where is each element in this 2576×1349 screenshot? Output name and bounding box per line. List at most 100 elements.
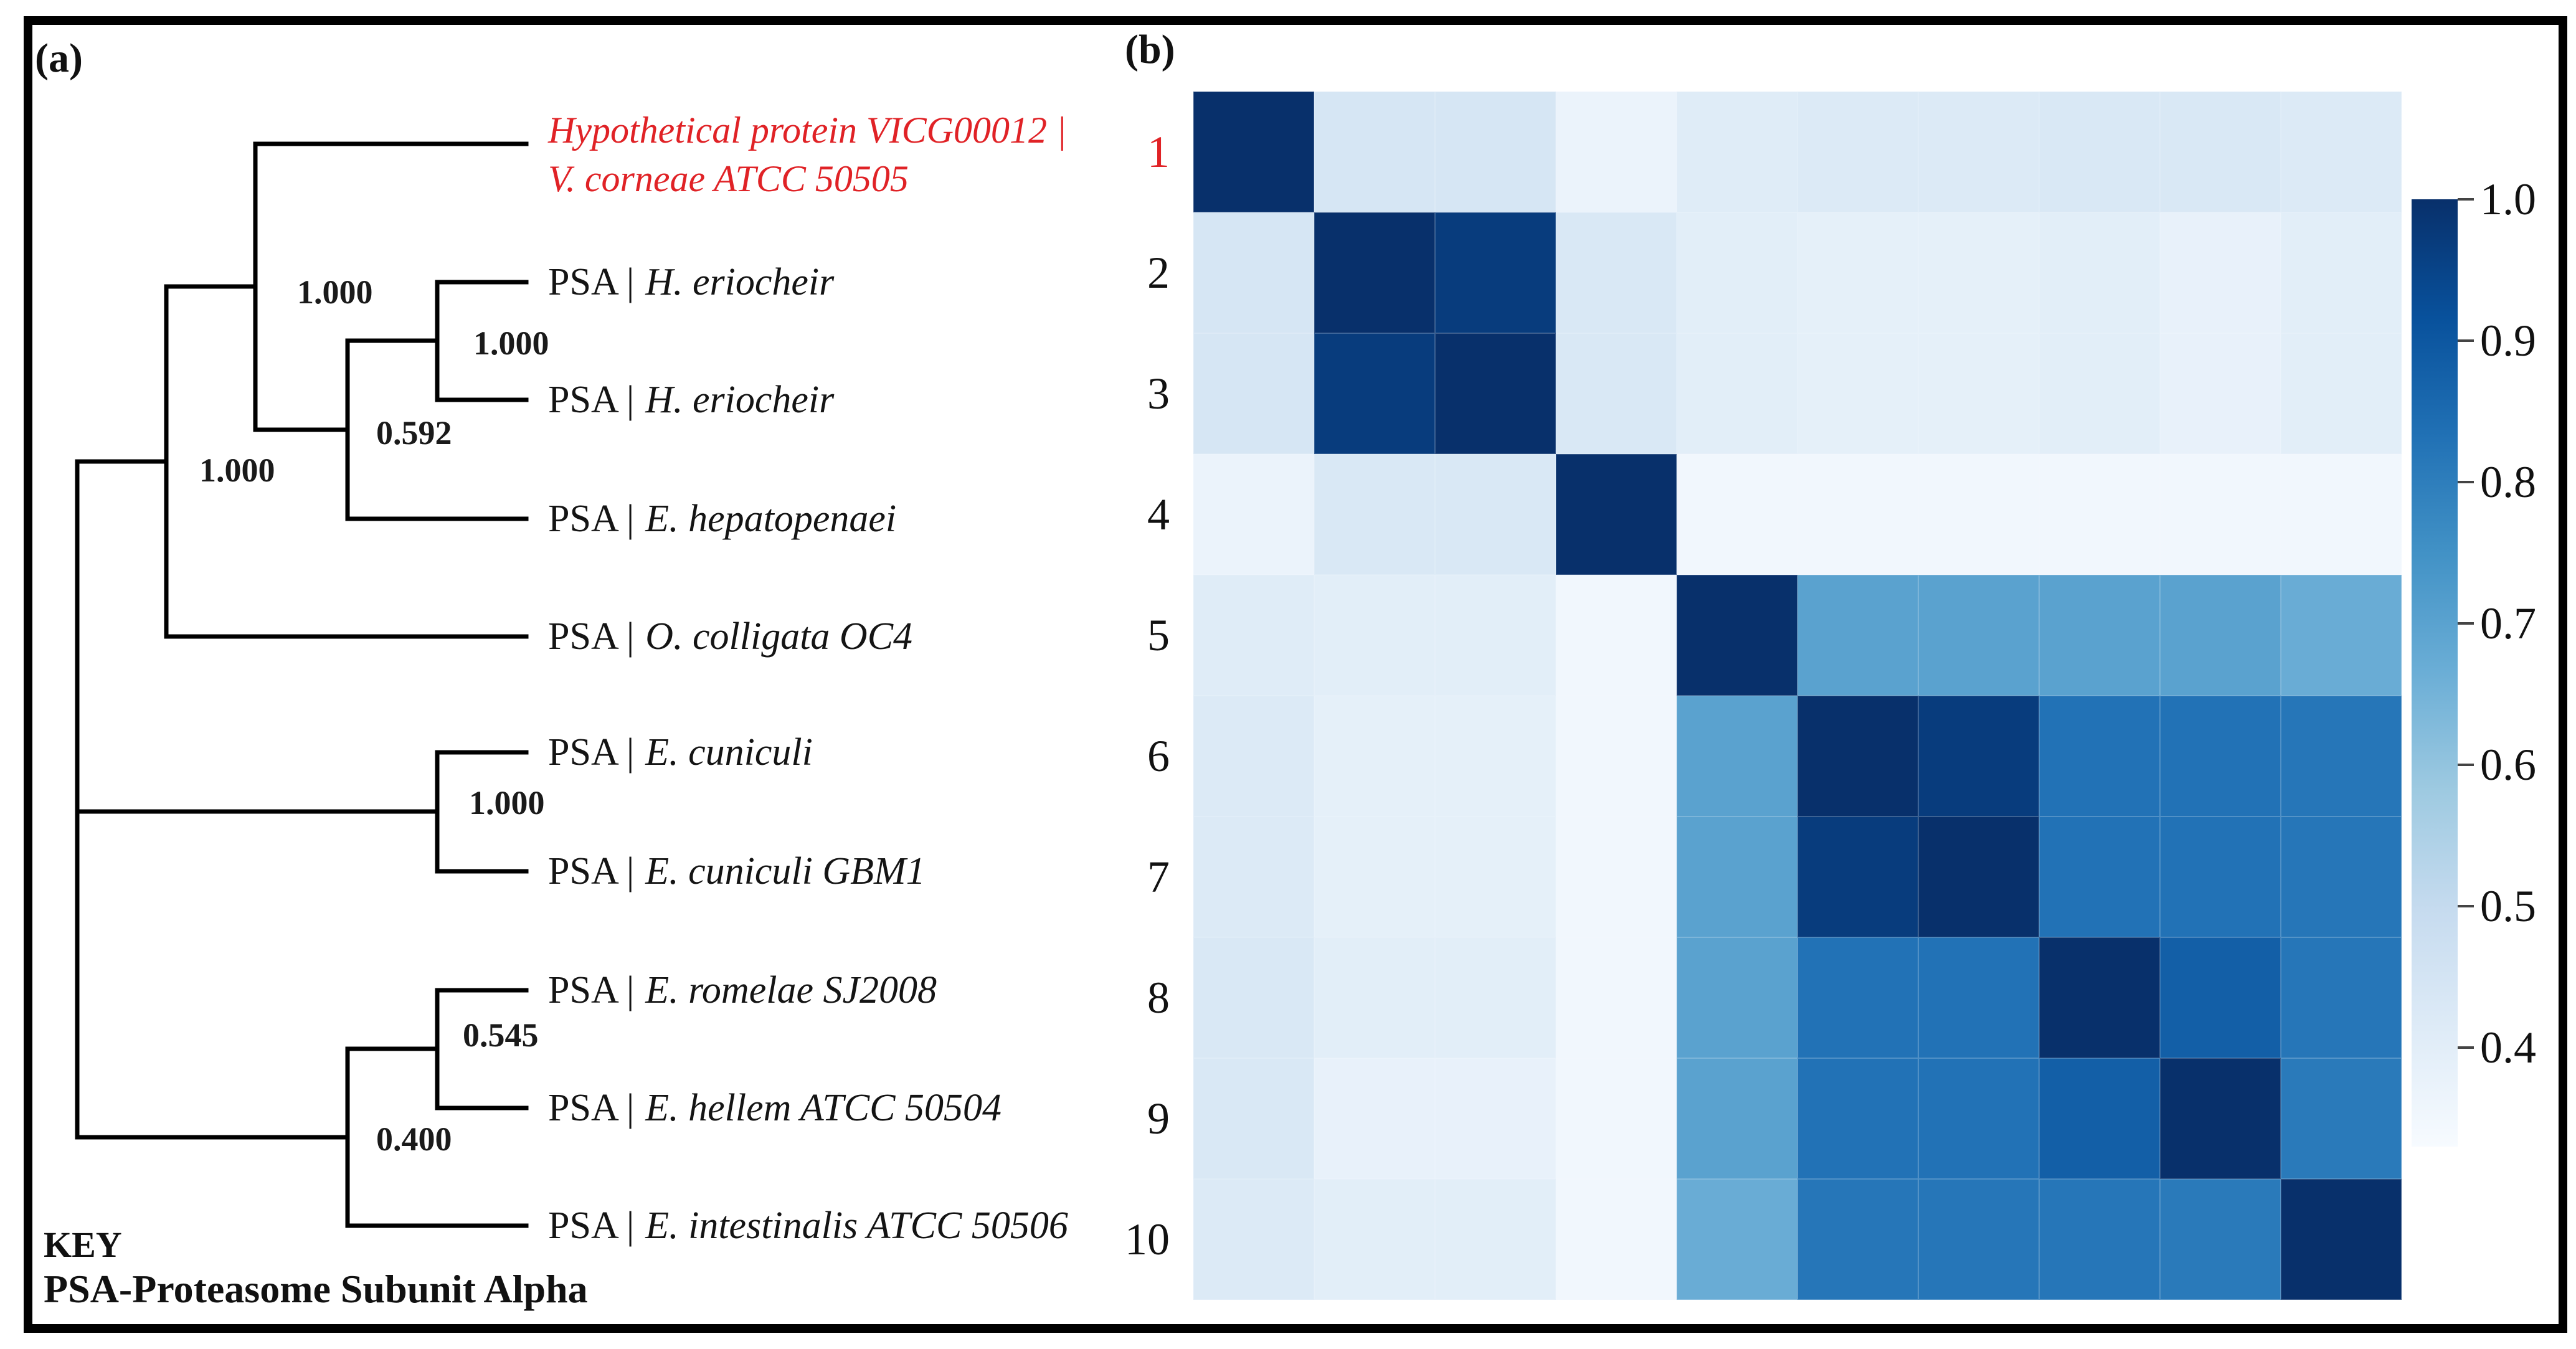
- tree-branch-clade-8-10: [345, 1046, 529, 1228]
- leaf-9-species: E. hellem ATCC 50504: [645, 1087, 1002, 1129]
- leaf-6-prefix: PSA |: [548, 731, 635, 774]
- tree-leaf-label-8: PSA | E. romelae SJ2008: [548, 968, 937, 1013]
- heatmap-cell-r6c1: [1193, 696, 1314, 817]
- heatmap-cell-r8c1: [1193, 937, 1314, 1058]
- heatmap-cell-r8c10: [2281, 937, 2402, 1058]
- colorbar-tick: [2458, 481, 2474, 484]
- tree-branch-clade-1-4: [253, 141, 529, 432]
- heatmap-cell-r3c7: [1918, 333, 2039, 454]
- heatmap-cell-r7c3: [1435, 817, 1556, 937]
- heatmap-row-label-2: 2: [1147, 248, 1170, 298]
- heatmap-cell-r1c5: [1677, 92, 1797, 212]
- heatmap-cell-r4c10: [2281, 454, 2402, 575]
- leaf-3-prefix: PSA |: [548, 379, 635, 421]
- key-title: KEY: [44, 1224, 122, 1265]
- heatmap-cell-r7c6: [1797, 817, 1918, 937]
- heatmap-cell-r2c10: [2281, 212, 2402, 333]
- heatmap-cell-r7c8: [2039, 817, 2160, 937]
- heatmap-cell-r9c9: [2160, 1058, 2281, 1179]
- support-clade-8-10: 0.400: [376, 1120, 452, 1158]
- support-pair-8-9: 0.545: [463, 1016, 539, 1054]
- leaf-8-species: E. romelae SJ2008: [645, 969, 937, 1011]
- tree-leaf-label-7: PSA | E. cuniculi GBM1: [548, 849, 926, 894]
- leaf-7-species: E. cuniculi GBM1: [645, 850, 926, 892]
- heatmap-cell-r5c6: [1797, 575, 1918, 696]
- key-definition: PSA-Proteasome Subunit Alpha: [44, 1267, 588, 1311]
- support-clade-2-4: 0.592: [376, 414, 452, 452]
- colorbar-tick: [2458, 339, 2474, 342]
- heatmap-cell-r7c2: [1314, 817, 1435, 937]
- heatmap-cell-r8c2: [1314, 937, 1435, 1058]
- colorbar-tick: [2458, 1046, 2474, 1049]
- support-clade-1-5: 1.000: [199, 452, 275, 489]
- heatmap-cell-r8c7: [1918, 937, 2039, 1058]
- heatmap-row-label-7: 7: [1147, 852, 1170, 902]
- phylogenetic-tree: [75, 141, 529, 1228]
- heatmap-cell-r5c8: [2039, 575, 2160, 696]
- heatmap-cell-r6c8: [2039, 696, 2160, 817]
- heatmap-cell-r9c10: [2281, 1058, 2402, 1179]
- heatmap-cell-r4c4: [1556, 454, 1677, 575]
- heatmap-cell-r2c1: [1193, 212, 1314, 333]
- heatmap-cell-r5c2: [1314, 575, 1435, 696]
- heatmap-cell-r10c8: [2039, 1179, 2160, 1300]
- heatmap-cell-r10c1: [1193, 1179, 1314, 1300]
- support-pair-2-3: 1.000: [473, 324, 549, 362]
- leaf-2-prefix: PSA |: [548, 261, 635, 303]
- colorbar-tick-label-1.0: 1.0: [2480, 174, 2536, 224]
- colorbar-tick-label-0.8: 0.8: [2480, 457, 2536, 508]
- heatmap-cell-r4c9: [2160, 454, 2281, 575]
- heatmap-cell-r6c9: [2160, 696, 2281, 817]
- heatmap-cell-r10c2: [1314, 1179, 1435, 1300]
- support-clade-1-4: 1.000: [297, 273, 373, 311]
- leaf-9-prefix: PSA |: [548, 1087, 635, 1129]
- heatmap-cell-r10c4: [1556, 1179, 1677, 1300]
- heatmap-cell-r5c3: [1435, 575, 1556, 696]
- heatmap-row-label-5: 5: [1147, 610, 1170, 660]
- heatmap-cell-r5c7: [1918, 575, 2039, 696]
- tree-leaf-label-6: PSA | E. cuniculi: [548, 730, 813, 775]
- heatmap-cell-r5c4: [1556, 575, 1677, 696]
- heatmap-cell-r1c7: [1918, 92, 2039, 212]
- leaf-1-line-2: V. corneae ATCC 50505: [548, 158, 909, 199]
- heatmap-cell-r3c2: [1314, 333, 1435, 454]
- heatmap-cell-r4c6: [1797, 454, 1918, 575]
- tree-branch-clade-2-4: [345, 338, 529, 521]
- leaf-5-prefix: PSA |: [548, 615, 635, 658]
- heatmap-cell-r7c5: [1677, 817, 1797, 937]
- tree-leaf-label-4: PSA | E. hepatopenaei: [548, 496, 896, 541]
- colorbar-tick: [2458, 905, 2474, 908]
- heatmap-cell-r4c5: [1677, 454, 1797, 575]
- heatmap-cell-r1c3: [1435, 92, 1556, 212]
- heatmap-cell-r5c9: [2160, 575, 2281, 696]
- heatmap-cell-r3c4: [1556, 333, 1677, 454]
- colorbar: 1.0 0.9 0.8 0.7 0.6 0.5 0.4: [2412, 176, 2576, 1147]
- heatmap-cell-r6c3: [1435, 696, 1556, 817]
- tree-branch-pair-8-9: [435, 988, 529, 1110]
- heatmap-cell-r1c6: [1797, 92, 1918, 212]
- heatmap-cell-r8c4: [1556, 937, 1677, 1058]
- heatmap-cell-r1c2: [1314, 92, 1435, 212]
- heatmap-cell-r4c8: [2039, 454, 2160, 575]
- heatmap-cell-r2c5: [1677, 212, 1797, 333]
- heatmap-cell-r10c6: [1797, 1179, 1918, 1300]
- tree-leaf-label-3: PSA | H. eriocheir: [548, 377, 834, 422]
- heatmap-cell-r4c1: [1193, 454, 1314, 575]
- heatmap-cell-r1c8: [2039, 92, 2160, 212]
- heatmap-cell-r6c5: [1677, 696, 1797, 817]
- heatmap-cell-r2c8: [2039, 212, 2160, 333]
- heatmap-cell-r2c3: [1435, 212, 1556, 333]
- heatmap-cell-r9c7: [1918, 1058, 2039, 1179]
- heatmap-cell-r4c7: [1918, 454, 2039, 575]
- heatmap-cell-r9c4: [1556, 1058, 1677, 1179]
- heatmap-cell-r9c8: [2039, 1058, 2160, 1179]
- heatmap-cell-r9c2: [1314, 1058, 1435, 1179]
- colorbar-tick-label-0.9: 0.9: [2480, 316, 2536, 366]
- tree-leaf-label-9: PSA | E. hellem ATCC 50504: [548, 1086, 1002, 1130]
- leaf-5-species: O. colligata OC4: [645, 615, 913, 658]
- heatmap-cell-r6c2: [1314, 696, 1435, 817]
- heatmap-cell-r3c9: [2160, 333, 2281, 454]
- heatmap-cell-r7c4: [1556, 817, 1677, 937]
- heatmap-cell-r10c3: [1435, 1179, 1556, 1300]
